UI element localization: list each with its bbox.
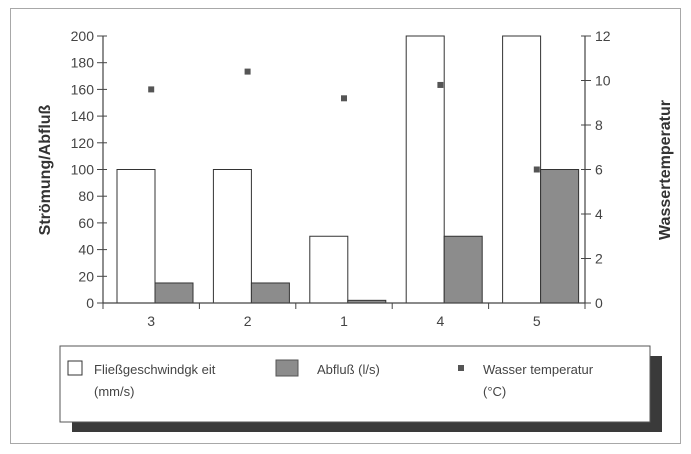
y-tick-label: 180 — [71, 55, 95, 71]
y-tick-label: 100 — [71, 162, 95, 178]
y2-tick-label: 0 — [595, 295, 603, 311]
legend: Fließgeschwindgk eit (mm/s) Abfluß (l/s) Wa… — [67, 359, 594, 399]
point — [244, 68, 251, 75]
y-axis-title: Strömung/Abfluß — [37, 104, 54, 235]
x-axis: 3 2 1 4 5 — [102, 302, 586, 329]
point — [533, 166, 540, 173]
y-tick-label: 20 — [78, 268, 94, 284]
bar — [250, 282, 290, 304]
legend-symbol-small-square — [458, 365, 464, 371]
y2-tick-label: 2 — [595, 251, 603, 267]
y-tick-label: 200 — [71, 28, 95, 44]
legend-label: Abfluß (l/s) — [317, 362, 380, 377]
y2-tick-label: 12 — [595, 28, 611, 44]
bar — [212, 169, 252, 304]
x-tick-label: 5 — [533, 313, 541, 329]
y-tick-label: 40 — [78, 242, 94, 258]
y2-tick-label: 8 — [595, 117, 603, 133]
y2-tick-label: 6 — [595, 162, 603, 178]
right-axis: 0 2 4 6 8 10 12 — [581, 28, 611, 311]
y-tick-label: 120 — [71, 135, 95, 151]
y-tick-label: 140 — [71, 108, 95, 124]
x-tick-label: 4 — [437, 313, 445, 329]
bar — [405, 35, 445, 304]
y2-tick-label: 4 — [595, 206, 603, 222]
bar — [154, 282, 194, 304]
left-axis: 0 20 40 60 80 100 120 140 160 180 200 — [71, 28, 107, 311]
bar — [540, 169, 580, 304]
legend-symbol-open-square — [67, 360, 83, 376]
point — [341, 95, 347, 102]
bar — [116, 169, 156, 304]
legend-label: (mm/s) — [94, 384, 134, 399]
y-tick-label: 160 — [71, 81, 95, 97]
chart-frame — [10, 8, 681, 444]
legend-label: Wasser temperatur — [483, 362, 594, 377]
point — [148, 86, 155, 93]
legend-label: (°C) — [483, 384, 506, 399]
x-tick-label: 1 — [340, 313, 348, 329]
legend-box — [59, 345, 651, 423]
legend-symbol-filled-square — [275, 359, 299, 377]
point — [437, 81, 444, 88]
y2-axis-title: Wassertemperatur — [657, 100, 674, 240]
y2-tick-label: 10 — [595, 73, 611, 89]
x-tick-label: 3 — [147, 313, 155, 329]
y-tick-label: 80 — [78, 188, 94, 204]
legend-label: Fließgeschwindgk eit — [94, 362, 216, 377]
bars-group — [116, 35, 580, 304]
bar — [443, 235, 483, 304]
y-tick-label: 60 — [78, 215, 94, 231]
points-group — [148, 68, 540, 173]
y-tick-label: 0 — [86, 295, 94, 311]
bar — [309, 235, 349, 304]
x-tick-label: 2 — [244, 313, 252, 329]
